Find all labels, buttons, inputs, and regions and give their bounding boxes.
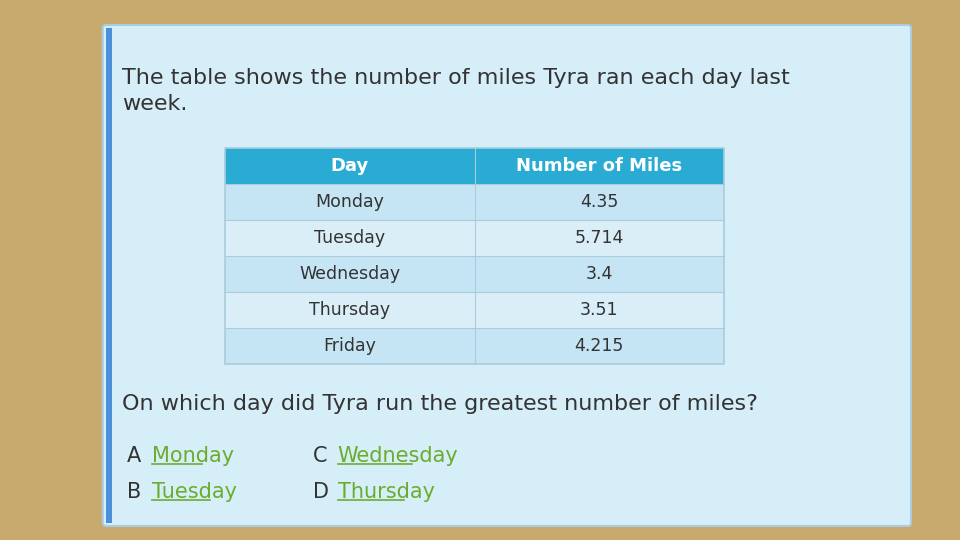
Text: 4.35: 4.35 [580, 193, 618, 211]
Text: Number of Miles: Number of Miles [516, 157, 683, 175]
Text: 4.215: 4.215 [575, 337, 624, 355]
Bar [225, 148, 724, 184]
FancyBboxPatch shape [103, 25, 911, 526]
Text: B: B [128, 482, 141, 502]
Text: D: D [313, 482, 329, 502]
Text: 3.51: 3.51 [580, 301, 618, 319]
Text: Tuesday: Tuesday [314, 229, 385, 247]
Text: 5.714: 5.714 [575, 229, 624, 247]
Bar [225, 256, 724, 292]
Text: Wednesday: Wednesday [338, 446, 458, 466]
Text: Thursday: Thursday [338, 482, 435, 502]
Bar [225, 292, 724, 328]
Bar [225, 328, 724, 364]
Text: Monday: Monday [152, 446, 234, 466]
Text: 3.4: 3.4 [586, 265, 613, 283]
Bar [225, 220, 724, 256]
Text: C: C [313, 446, 327, 466]
Text: Monday: Monday [316, 193, 384, 211]
Bar [225, 148, 724, 364]
Text: A: A [128, 446, 141, 466]
Text: Wednesday: Wednesday [300, 265, 400, 283]
Text: On which day did Tyra run the greatest number of miles?: On which day did Tyra run the greatest n… [122, 394, 758, 414]
Text: Day: Day [330, 157, 369, 175]
Text: Friday: Friday [324, 337, 376, 355]
Bar [106, 28, 111, 523]
Text: Tuesday: Tuesday [152, 482, 237, 502]
Bar [225, 184, 724, 220]
Text: The table shows the number of miles Tyra ran each day last
week.: The table shows the number of miles Tyra… [122, 68, 790, 114]
Text: Thursday: Thursday [309, 301, 391, 319]
